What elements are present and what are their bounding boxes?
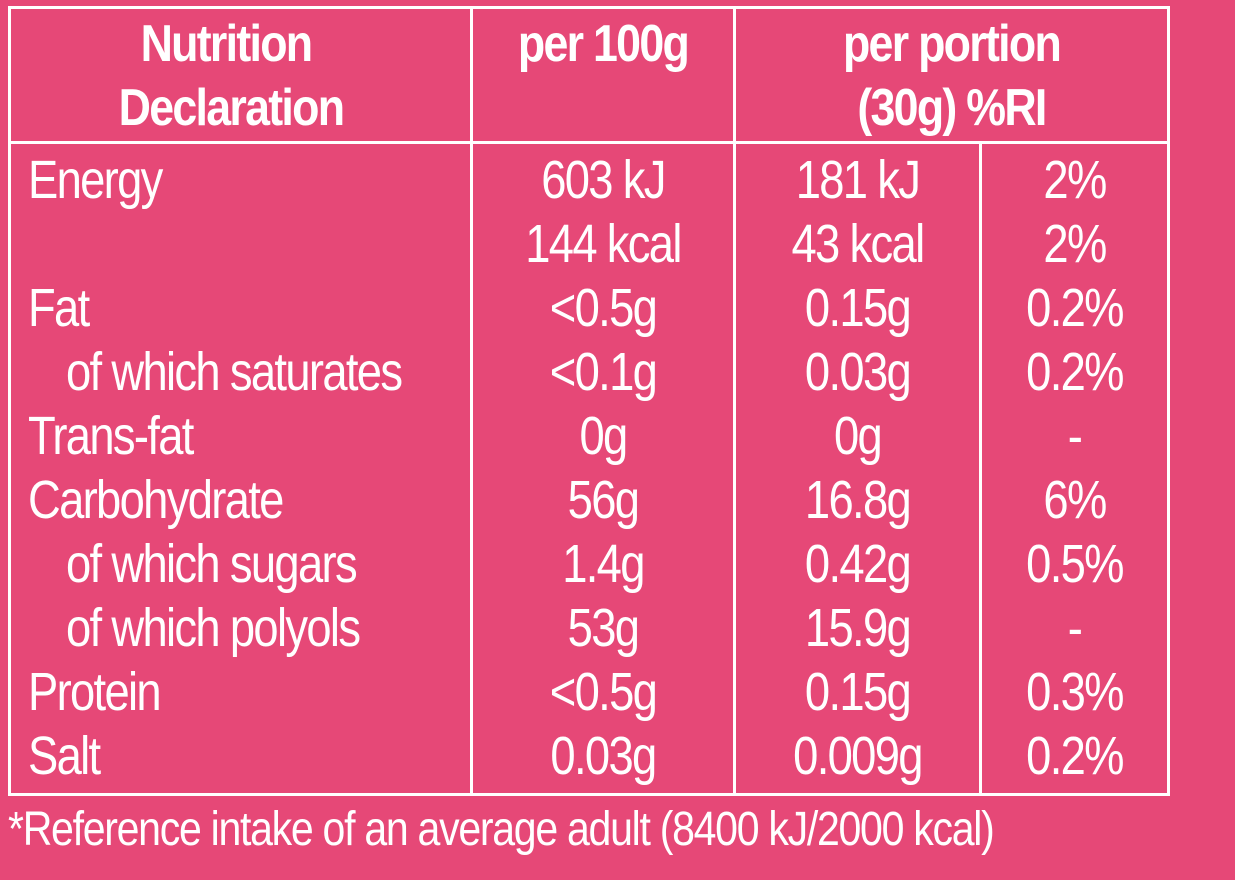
value-per-100g: <0.5g [549, 662, 658, 722]
column-divider-3 [979, 141, 982, 796]
value-per-portion: 0.009g [793, 726, 923, 786]
nutrient-label: Fat [28, 278, 90, 338]
value-ri-percent: - [1067, 406, 1083, 466]
nutrient-label: Trans-fat [28, 406, 194, 466]
value-per-portion: 43 kcal [791, 214, 926, 274]
table-bottom-border [8, 793, 1170, 796]
value-per-100g: 0g [579, 406, 628, 466]
table-top-border [8, 6, 1170, 9]
nutrient-label: of which saturates [66, 342, 403, 402]
value-per-100g: 53g [567, 598, 640, 658]
value-per-100g: <0.5g [549, 278, 658, 338]
value-per-100g: 603 kJ [541, 150, 666, 210]
value-per-100g: 1.4g [562, 534, 645, 594]
value-per-100g: 0.03g [550, 726, 657, 786]
value-per-100g: 56g [567, 470, 640, 530]
value-per-portion: 15.9g [804, 598, 912, 658]
nutrient-label: of which polyols [66, 598, 361, 658]
value-ri-percent: 6% [1043, 470, 1107, 530]
nutrient-label: Carbohydrate [28, 470, 284, 530]
nutrient-label: Salt [28, 726, 101, 786]
header-declaration: Declaration [118, 79, 345, 137]
value-ri-percent: 2% [1043, 150, 1107, 210]
value-per-portion: 181 kJ [795, 150, 921, 210]
value-ri-percent: 0.3% [1026, 662, 1124, 722]
footnote: *Reference intake of an average adult (8… [8, 803, 995, 856]
header-30g-ri: (30g) %RI [857, 79, 1047, 137]
value-per-100g: <0.1g [549, 342, 658, 402]
column-divider-2 [733, 6, 736, 796]
column-divider-1 [470, 6, 473, 796]
value-ri-percent: 0.5% [1026, 534, 1124, 594]
nutrient-label: of which sugars [66, 534, 358, 594]
value-per-portion: 0.15g [804, 278, 912, 338]
value-ri-percent: 0.2% [1026, 278, 1124, 338]
value-ri-percent: 0.2% [1026, 726, 1124, 786]
header-divider [8, 141, 1170, 144]
value-per-portion: 0.42g [804, 534, 912, 594]
value-per-portion: 0g [833, 406, 883, 466]
value-ri-percent: - [1067, 598, 1083, 658]
table-right-border [1167, 6, 1170, 796]
value-ri-percent: 0.2% [1026, 342, 1124, 402]
table-left-border [8, 6, 11, 796]
value-per-portion: 16.8g [804, 470, 912, 530]
header-per-portion: per portion [842, 15, 1062, 73]
value-ri-percent: 2% [1043, 214, 1107, 274]
nutrient-label: Protein [28, 662, 162, 722]
header-nutrition: Nutrition [140, 15, 314, 73]
value-per-portion: 0.15g [804, 662, 912, 722]
nutrient-label: Energy [28, 150, 163, 210]
value-per-100g: 144 kcal [525, 214, 682, 274]
value-per-portion: 0.03g [804, 342, 912, 402]
header-per-100g: per 100g [517, 15, 690, 73]
